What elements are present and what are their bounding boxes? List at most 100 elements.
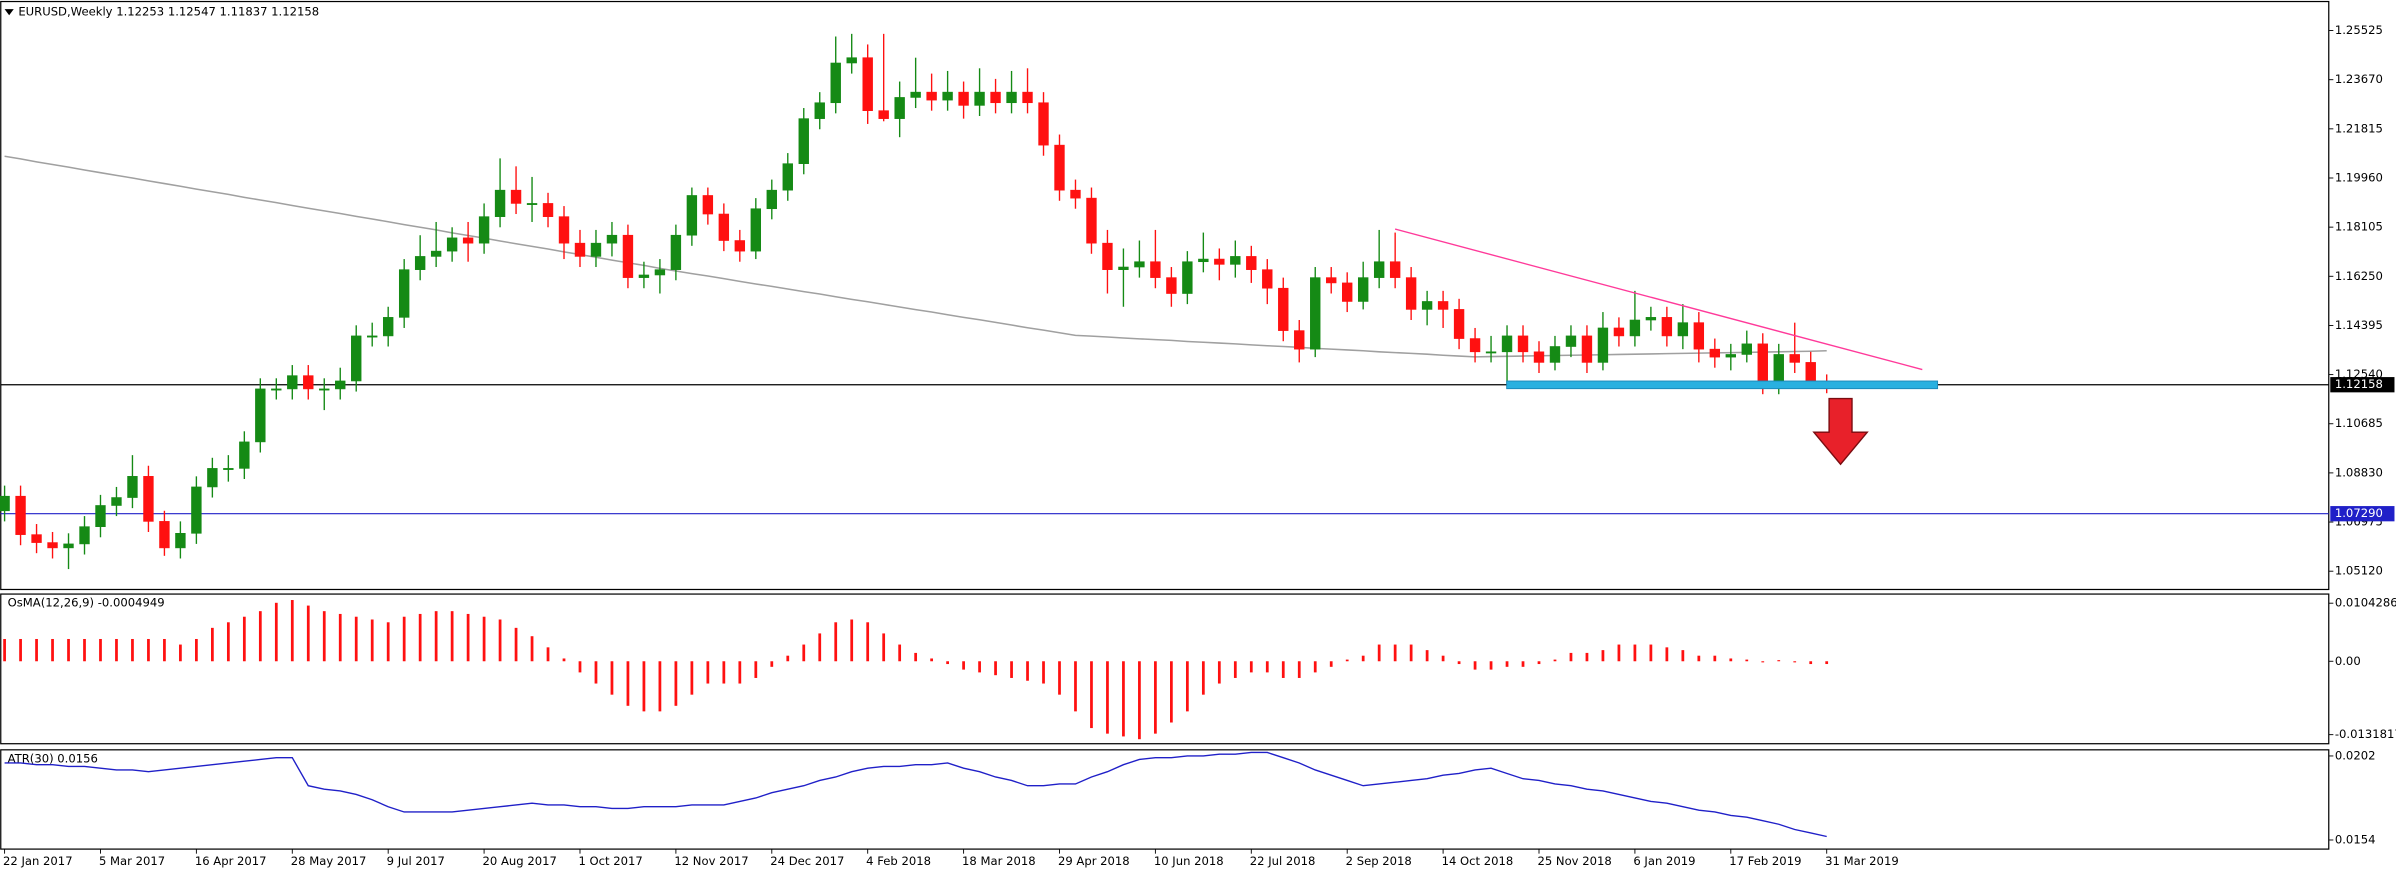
y-tick-label: 0.00 xyxy=(2335,654,2361,668)
candle-body xyxy=(782,163,793,191)
candle-body xyxy=(0,495,10,512)
x-tick-label: 9 Jul 2017 xyxy=(387,854,445,868)
candle-body xyxy=(1070,189,1081,199)
candle-body xyxy=(191,486,202,534)
candle-body xyxy=(1517,335,1529,353)
candle-body xyxy=(79,526,90,545)
candle-body xyxy=(1661,317,1673,337)
histogram-bar xyxy=(1058,661,1061,695)
histogram-bar xyxy=(1457,661,1461,665)
histogram-bar xyxy=(1713,655,1717,662)
histogram-bar xyxy=(1361,655,1365,662)
support-zone xyxy=(1506,380,1939,390)
candle-body xyxy=(1326,277,1337,284)
candle-body xyxy=(1182,261,1193,294)
histogram-bar xyxy=(1010,661,1013,678)
candle-body xyxy=(942,91,953,101)
candle-body xyxy=(1757,343,1768,387)
histogram-bar xyxy=(626,661,630,706)
histogram-bar xyxy=(1074,661,1077,712)
histogram-bar xyxy=(322,611,326,662)
histogram-bar xyxy=(610,661,614,695)
candle-body xyxy=(766,189,777,210)
candle-body xyxy=(1405,277,1417,310)
histogram-bar xyxy=(1122,661,1125,737)
candle-body xyxy=(1310,277,1321,350)
candle-body xyxy=(143,476,154,522)
candle-body xyxy=(1198,258,1209,263)
candle-body xyxy=(1645,317,1657,321)
histogram-bar xyxy=(1313,661,1317,673)
histogram-bar xyxy=(1425,650,1429,662)
histogram-bar xyxy=(1777,660,1781,662)
price-label: 1.12158 xyxy=(2335,377,2383,391)
histogram-bar xyxy=(594,661,598,684)
histogram-bar xyxy=(1042,661,1045,684)
histogram-bar xyxy=(834,622,838,662)
candle-body xyxy=(15,495,26,535)
histogram-bar xyxy=(1825,661,1829,665)
candle-body xyxy=(1805,362,1816,383)
candle-body xyxy=(239,441,250,469)
candle-body xyxy=(1437,301,1449,310)
candle-body xyxy=(303,375,314,390)
candle-body xyxy=(846,57,857,64)
candle-body xyxy=(1022,91,1033,104)
candle-body xyxy=(1453,309,1465,339)
candle-body xyxy=(1421,301,1433,310)
x-tick-label: 28 May 2017 xyxy=(291,854,367,868)
y-tick-label: 1.10685 xyxy=(2335,416,2383,430)
candle-body xyxy=(319,388,330,391)
drawings xyxy=(1394,228,1939,466)
candle-body xyxy=(1597,327,1609,363)
histogram-bar xyxy=(67,638,70,662)
histogram-bar xyxy=(850,619,854,662)
candle-body xyxy=(510,189,522,204)
histogram-bar xyxy=(1745,659,1749,662)
candle-body xyxy=(47,542,58,549)
histogram-bar xyxy=(1154,661,1157,734)
histogram-bar xyxy=(1185,661,1189,712)
x-tick-label: 2 Sep 2018 xyxy=(1346,854,1412,868)
candle-body xyxy=(1278,287,1289,331)
candle-body xyxy=(1230,256,1241,265)
histogram-bar xyxy=(338,613,342,662)
candle-body xyxy=(1677,322,1689,337)
candle-body xyxy=(1533,351,1545,363)
candle-body xyxy=(1629,319,1641,337)
histogram-bar xyxy=(35,638,38,662)
histogram-bar xyxy=(1106,661,1109,734)
price-label: 1.07290 xyxy=(2335,506,2383,520)
histogram-bar xyxy=(1170,661,1173,723)
y-tick-label: 1.08830 xyxy=(2335,465,2383,479)
y-tick-label: 1.21815 xyxy=(2335,121,2383,135)
x-tick-label: 18 Mar 2018 xyxy=(962,854,1036,868)
histogram-bar xyxy=(770,661,774,667)
histogram-bar xyxy=(1649,644,1653,662)
histogram-bar xyxy=(1809,661,1813,665)
price-title: EURUSD,Weekly 1.12253 1.12547 1.11837 1.… xyxy=(18,5,319,19)
histogram-bar xyxy=(1665,647,1669,662)
histogram-bar xyxy=(290,600,294,662)
y-tick-label: 1.16250 xyxy=(2335,269,2383,283)
candle-body xyxy=(1246,256,1257,270)
x-tick-label: 12 Nov 2017 xyxy=(674,854,748,868)
histogram-bar xyxy=(1377,644,1381,662)
histogram-bar xyxy=(498,619,502,662)
histogram-bar xyxy=(1409,644,1413,662)
candle-body xyxy=(1294,330,1305,350)
candle-body xyxy=(1118,266,1129,270)
candle-body xyxy=(622,234,634,278)
candle-body xyxy=(287,375,298,390)
histogram-bar xyxy=(1217,661,1221,684)
candle-body xyxy=(255,388,266,443)
x-tick-label: 4 Feb 2018 xyxy=(866,854,931,868)
y-tick-label: 1.25525 xyxy=(2335,23,2383,37)
candle-body xyxy=(606,234,618,244)
candle-body xyxy=(1581,335,1593,363)
candle-body xyxy=(367,335,378,338)
candle-body xyxy=(670,234,682,270)
candle-body xyxy=(654,269,666,276)
histogram-bar xyxy=(530,636,534,662)
histogram-bar xyxy=(658,661,662,712)
